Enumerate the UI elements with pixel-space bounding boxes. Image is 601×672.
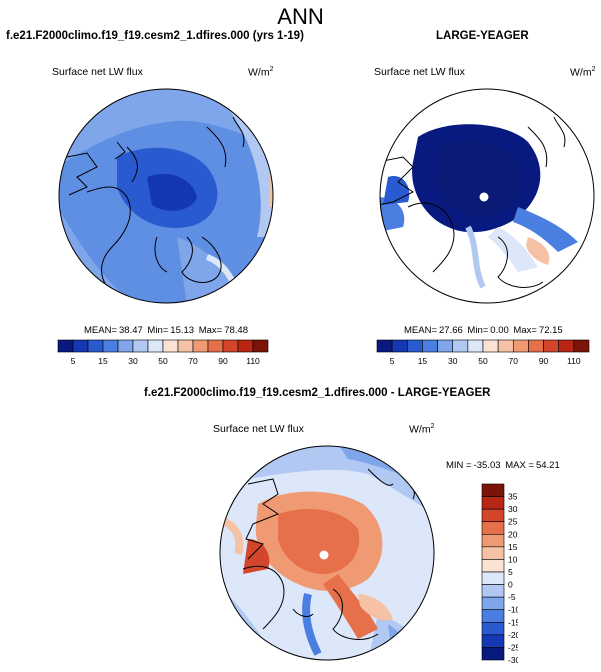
colorbar-tick-label: 15 <box>418 356 428 366</box>
colorbar-tick-label: 90 <box>539 356 549 366</box>
colorbar-swatch <box>528 339 544 353</box>
colorbar-tick-label: 15 <box>508 542 518 552</box>
colorbar-swatch <box>467 339 484 353</box>
colorbar-swatch <box>558 339 575 353</box>
diff-panel-title: f.e21.F2000climo.f19_f19.cesm2_1.dfires.… <box>144 387 491 399</box>
colorbar-swatch <box>481 546 505 560</box>
colorbar-swatch <box>481 508 505 523</box>
colorbar-swatch <box>481 596 505 611</box>
right-units-label: W/m2 <box>570 66 596 79</box>
right-colorbar: 51530507090110130 <box>376 339 590 366</box>
colorbar-swatch <box>72 339 89 353</box>
colorbar-tick-label: 20 <box>508 529 518 539</box>
colorbar-tick-label: -25 <box>508 642 518 652</box>
colorbar-tick-label: 50 <box>158 356 168 366</box>
colorbar-swatch <box>497 339 514 353</box>
diff-variable-label: Surface net LW flux <box>213 423 304 435</box>
right-panel-title: LARGE-YEAGER <box>436 30 529 42</box>
colorbar-tick-label: 5 <box>71 356 76 366</box>
colorbar-swatch <box>481 496 505 510</box>
colorbar-tick-label: -5 <box>508 592 516 602</box>
colorbar-swatch <box>482 339 499 353</box>
colorbar-swatch <box>481 533 505 548</box>
left-variable-label: Surface net LW flux <box>52 66 143 78</box>
diff-polar-map <box>219 445 435 661</box>
colorbar-swatch <box>481 584 505 598</box>
colorbar-swatch <box>237 339 254 353</box>
left-colorbar: 51530507090110130 <box>57 339 269 366</box>
right-stats: MEAN= 27.66 Min= 0.00 Max= 72.15 <box>404 325 563 336</box>
colorbar-tick-label: 50 <box>478 356 488 366</box>
colorbar-swatch <box>481 621 505 636</box>
colorbar-swatch <box>252 339 269 353</box>
colorbar-tick-label: 30 <box>448 356 458 366</box>
colorbar-swatch <box>57 339 74 353</box>
colorbar-swatch <box>481 521 505 535</box>
colorbar-swatch <box>481 483 505 497</box>
colorbar-swatch <box>162 339 179 353</box>
colorbar-tick-label: 90 <box>218 356 228 366</box>
colorbar-tick-label: 110 <box>246 356 260 366</box>
colorbar-swatch <box>207 339 224 353</box>
colorbar-swatch <box>376 339 393 353</box>
colorbar-swatch <box>481 609 505 623</box>
colorbar-tick-label: 10 <box>508 554 518 564</box>
colorbar-swatch <box>117 339 134 353</box>
right-variable-label: Surface net LW flux <box>374 66 465 78</box>
colorbar-tick-label: 70 <box>188 356 198 366</box>
colorbar-swatch <box>481 559 505 573</box>
colorbar-tick-label: 25 <box>508 517 518 527</box>
right-polar-map <box>379 88 595 304</box>
colorbar-swatch <box>573 339 590 353</box>
colorbar-swatch <box>132 339 149 353</box>
colorbar-swatch <box>543 339 560 353</box>
colorbar-tick-label: -30 <box>508 655 518 664</box>
main-title: ANN <box>277 4 324 29</box>
colorbar-swatch <box>192 339 209 353</box>
colorbar-swatch <box>452 339 469 353</box>
colorbar-swatch <box>422 339 438 353</box>
colorbar-swatch <box>87 339 104 353</box>
colorbar-tick-label: 30 <box>128 356 138 366</box>
colorbar-tick-label: 5 <box>508 567 513 577</box>
colorbar-swatch <box>481 571 505 585</box>
colorbar-tick-label: 5 <box>390 356 395 366</box>
colorbar-swatch <box>222 339 239 353</box>
colorbar-swatch <box>437 339 454 353</box>
left-polar-map <box>58 88 274 304</box>
colorbar-swatch <box>481 634 505 648</box>
diff-stats: MIN = -35.03 MAX = 54.21 <box>446 460 560 471</box>
colorbar-tick-label: 35 <box>508 492 518 502</box>
left-stats: MEAN= 38.47 Min= 15.13 Max= 78.48 <box>84 325 248 336</box>
colorbar-swatch <box>147 339 164 353</box>
colorbar-tick-label: 70 <box>509 356 519 366</box>
colorbar-swatch <box>391 339 408 353</box>
colorbar-tick-label: 15 <box>98 356 108 366</box>
colorbar-tick-label: -15 <box>508 617 518 627</box>
colorbar-tick-label: 110 <box>567 356 581 366</box>
colorbar-tick-label: 0 <box>508 580 513 590</box>
colorbar-swatch <box>512 339 529 353</box>
colorbar-swatch <box>102 339 119 353</box>
colorbar-tick-label: -20 <box>508 630 518 640</box>
colorbar-swatch <box>406 339 423 353</box>
colorbar-swatch <box>481 647 505 661</box>
left-units-label: W/m2 <box>248 66 274 79</box>
colorbar-tick-label: -10 <box>508 605 518 615</box>
left-panel-title: f.e21.F2000climo.f19_f19.cesm2_1.dfires.… <box>6 30 304 42</box>
colorbar-tick-label: 30 <box>508 504 518 514</box>
diff-units-label: W/m2 <box>409 423 435 436</box>
colorbar-swatch <box>177 339 194 353</box>
